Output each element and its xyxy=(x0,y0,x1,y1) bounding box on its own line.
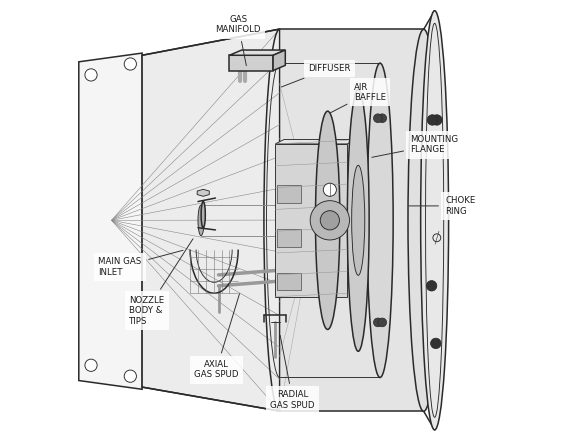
Text: MAIN GAS
INLET: MAIN GAS INLET xyxy=(98,250,183,277)
Ellipse shape xyxy=(352,165,365,276)
Circle shape xyxy=(431,338,441,349)
Polygon shape xyxy=(79,53,142,389)
Polygon shape xyxy=(142,29,279,411)
Ellipse shape xyxy=(347,89,369,351)
Polygon shape xyxy=(229,55,273,71)
Circle shape xyxy=(378,318,387,327)
Polygon shape xyxy=(275,144,347,297)
Polygon shape xyxy=(229,50,285,55)
Circle shape xyxy=(374,318,382,327)
Ellipse shape xyxy=(201,201,205,228)
Ellipse shape xyxy=(198,205,204,236)
Circle shape xyxy=(85,359,97,371)
Circle shape xyxy=(310,201,349,240)
Polygon shape xyxy=(277,185,302,203)
Polygon shape xyxy=(277,229,302,247)
Ellipse shape xyxy=(367,63,393,378)
Circle shape xyxy=(85,69,97,81)
Polygon shape xyxy=(197,189,209,196)
Polygon shape xyxy=(275,140,356,144)
Circle shape xyxy=(427,115,437,125)
Text: RADIAL
GAS SPUD: RADIAL GAS SPUD xyxy=(270,335,315,410)
Polygon shape xyxy=(273,50,285,71)
Text: GAS
MANIFOLD: GAS MANIFOLD xyxy=(215,15,261,66)
Circle shape xyxy=(432,115,442,125)
Text: AIR
BAFFLE: AIR BAFFLE xyxy=(330,83,386,113)
Text: AXIAL
GAS SPUD: AXIAL GAS SPUD xyxy=(194,294,240,379)
Circle shape xyxy=(378,114,387,123)
Polygon shape xyxy=(277,273,302,290)
Circle shape xyxy=(124,370,136,382)
Text: DIFFUSER: DIFFUSER xyxy=(281,64,350,87)
Circle shape xyxy=(320,211,340,230)
Text: CHOKE
RING: CHOKE RING xyxy=(409,196,476,215)
Circle shape xyxy=(427,281,437,291)
Text: NOZZLE
BODY &
TIPS: NOZZLE BODY & TIPS xyxy=(129,239,193,325)
Text: MOUNTING
FLANGE: MOUNTING FLANGE xyxy=(372,135,459,157)
Ellipse shape xyxy=(315,111,340,329)
Ellipse shape xyxy=(329,266,335,277)
Polygon shape xyxy=(279,29,424,411)
Ellipse shape xyxy=(408,29,440,411)
Ellipse shape xyxy=(421,11,449,430)
Circle shape xyxy=(374,114,382,123)
Circle shape xyxy=(124,58,136,70)
Circle shape xyxy=(323,183,336,196)
